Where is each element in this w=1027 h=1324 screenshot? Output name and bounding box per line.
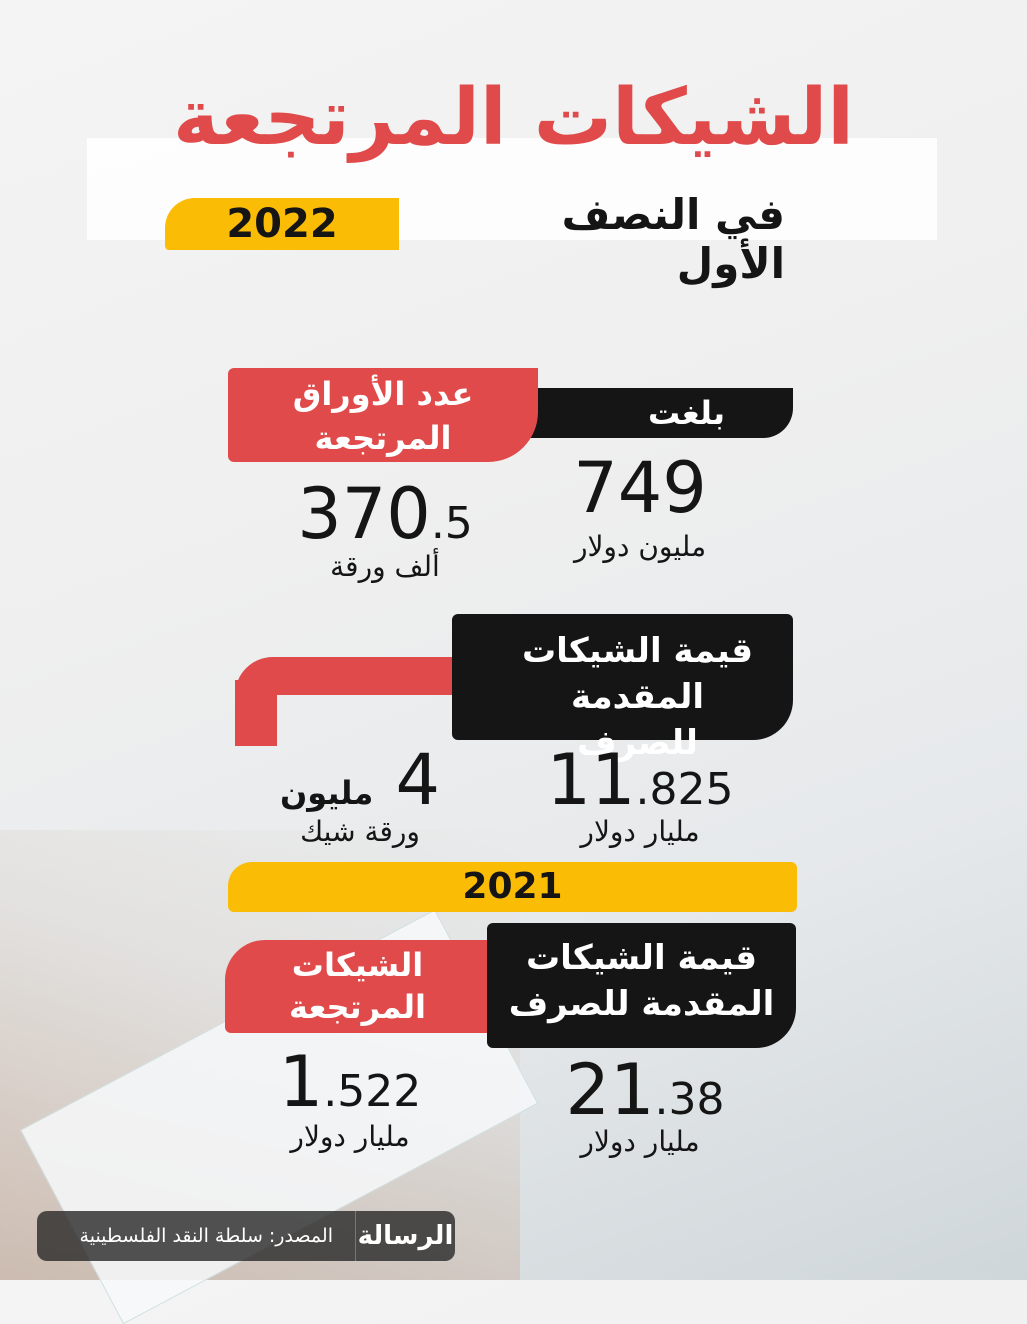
reached-label: بلغت [520, 388, 793, 438]
returned-2021-value: 1.522 [278, 1041, 422, 1123]
presented-value: 11.825 [546, 739, 734, 821]
returned-value: 749 [573, 447, 707, 529]
source-bar: الرسالة المصدر: سلطة النقد الفلسطينية [37, 1211, 455, 1261]
presented-2021-label: قيمة الشيكات المقدمة للصرف [487, 923, 796, 1048]
presented-2021-unit: مليار دولار [580, 1125, 700, 1158]
returned-sheets-unit: ألف ورقة [330, 550, 440, 583]
presented-value-unit: مليار دولار [580, 815, 700, 848]
returned-sheets-label: عدد الأوراق المرتجعة [228, 368, 538, 462]
presented-label: قيمة الشيكات المقدمة للصرف [452, 614, 793, 763]
presented-2021-value: 21.38 [565, 1049, 725, 1131]
subtitle: في النصف الأول [561, 190, 785, 288]
red-hook-stem [235, 680, 277, 746]
returned-2021-unit: مليار دولار [290, 1120, 410, 1153]
page-title: الشيكات المرتجعة [172, 73, 855, 163]
returned-2021-label: الشيكات المرتجعة [225, 940, 500, 1033]
presented-sheets-value: 4 مليون [279, 739, 441, 821]
presented-sheets-unit: ورقة شيك [300, 815, 420, 848]
source-text: المصدر: سلطة النقد الفلسطينية [79, 1225, 333, 1247]
red-hook-bar [235, 657, 495, 695]
year-badge-2021: 2021 [228, 862, 797, 912]
returned-sheets-value: 370.5 [297, 473, 473, 555]
year-badge-2022: 2022 [165, 198, 399, 250]
alresalah-logo: الرسالة [355, 1211, 455, 1261]
returned-value-unit: مليون دولار [573, 530, 707, 563]
